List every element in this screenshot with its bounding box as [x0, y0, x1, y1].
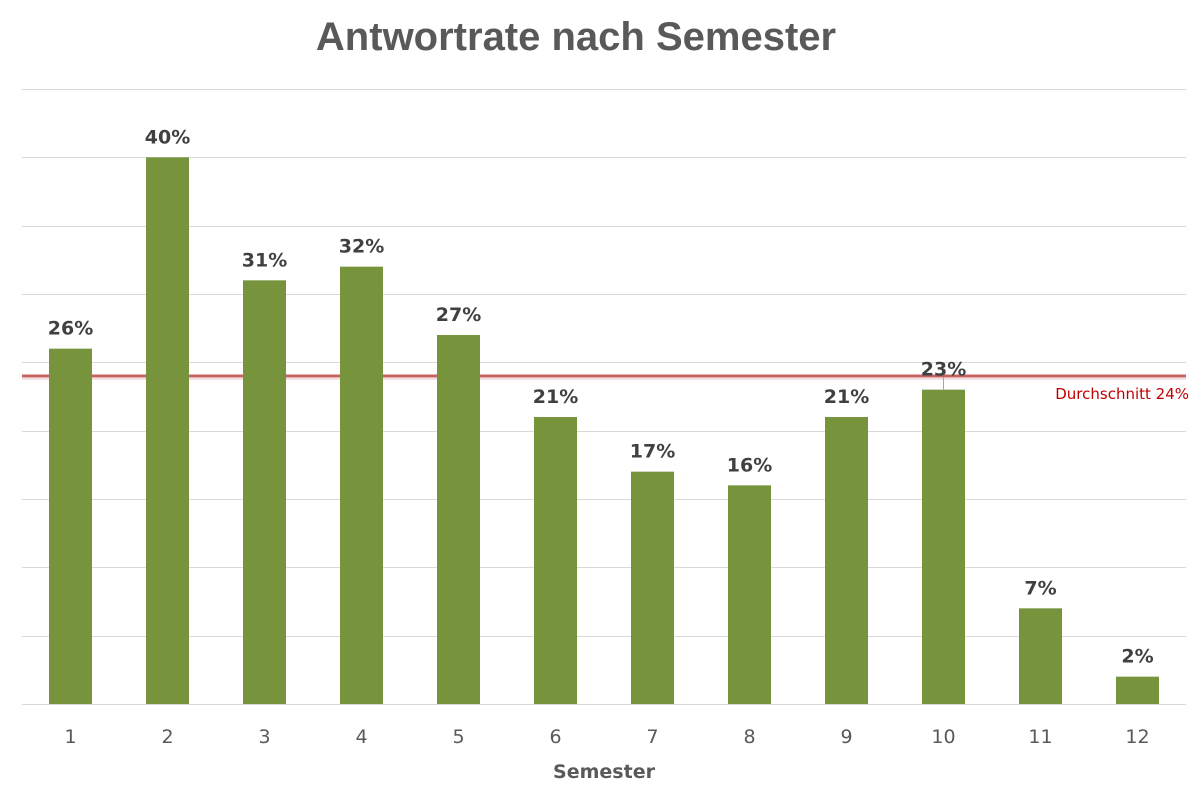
x-tick-label: 10: [931, 726, 955, 748]
bar-semester-7: [631, 471, 674, 704]
average-label: Durchschnitt 24%: [1055, 385, 1189, 403]
chart-title: Antwortrate nach Semester: [316, 15, 836, 59]
bar-semester-9: [825, 417, 868, 704]
data-label: 23%: [921, 359, 966, 381]
bar-semester-6: [534, 417, 577, 704]
data-label: 16%: [727, 454, 772, 476]
bar-semester-1: [49, 348, 92, 704]
x-tick-label: 7: [646, 726, 658, 748]
data-label: 21%: [533, 386, 578, 408]
data-label: 40%: [145, 126, 190, 148]
bar-semester-5: [437, 335, 480, 704]
bar-semester-11: [1019, 608, 1062, 704]
bars: [49, 157, 1159, 705]
x-tick-label: 1: [64, 726, 76, 748]
bar-semester-8: [728, 485, 771, 704]
x-tick-label: 11: [1028, 726, 1052, 748]
bar-semester-10: [922, 389, 965, 704]
x-tick-labels: 1 2 3 4 5 6 7 8 9 10 11 12: [64, 726, 1149, 748]
average-line-group: Durchschnitt 24%: [22, 374, 1189, 403]
data-label: 32%: [339, 236, 384, 258]
x-tick-label: 8: [743, 726, 755, 748]
data-label: 21%: [824, 386, 869, 408]
x-tick-label: 9: [840, 726, 852, 748]
x-tick-label: 12: [1125, 726, 1149, 748]
x-tick-label: 3: [258, 726, 270, 748]
bar-semester-4: [340, 266, 383, 704]
x-tick-label: 6: [549, 726, 561, 748]
gridlines: [22, 89, 1186, 705]
x-tick-label: 2: [161, 726, 173, 748]
x-tick-label: 4: [355, 726, 367, 748]
data-label: 26%: [48, 318, 93, 340]
bar-semester-3: [243, 280, 286, 704]
x-axis-title: Semester: [553, 761, 656, 783]
data-label: 31%: [242, 249, 287, 271]
data-label: 7%: [1024, 577, 1056, 599]
x-tick-label: 5: [452, 726, 464, 748]
bar-semester-2: [146, 157, 189, 705]
data-label: 27%: [436, 304, 481, 326]
data-labels: 26% 40% 31% 32% 27% 21% 17% 16% 21% 23% 7% 2%: [48, 126, 1154, 667]
data-label: 2%: [1121, 646, 1153, 668]
data-label: 17%: [630, 441, 675, 463]
bar-semester-12: [1116, 676, 1159, 704]
